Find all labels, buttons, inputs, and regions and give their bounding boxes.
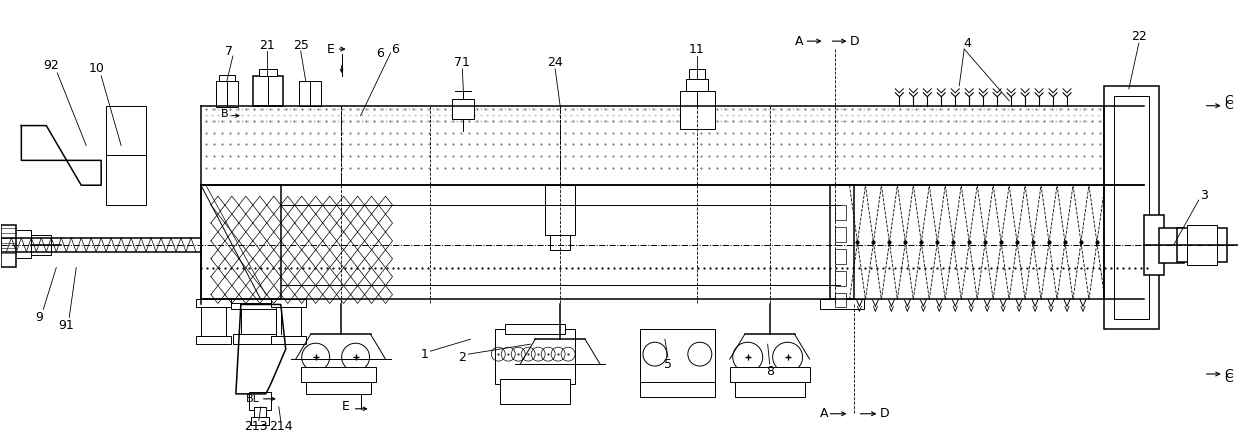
Bar bbox=[254, 407, 266, 417]
Text: 7: 7 bbox=[224, 45, 233, 57]
Bar bbox=[496, 329, 575, 384]
Bar bbox=[1144, 215, 1163, 275]
Bar bbox=[219, 75, 235, 81]
Bar bbox=[835, 227, 846, 242]
Text: C: C bbox=[1224, 372, 1233, 385]
Bar bbox=[819, 300, 865, 309]
Bar bbox=[271, 300, 306, 307]
Bar bbox=[301, 367, 375, 382]
Bar bbox=[1158, 228, 1183, 263]
Text: 214: 214 bbox=[269, 420, 292, 433]
Bar bbox=[835, 205, 846, 220]
Bar bbox=[1114, 96, 1149, 319]
Text: 213: 213 bbox=[244, 420, 268, 433]
Bar bbox=[253, 76, 282, 106]
Text: 4: 4 bbox=[963, 37, 971, 49]
Text: 25: 25 bbox=[292, 39, 309, 52]
Bar bbox=[31, 235, 51, 255]
Bar bbox=[835, 249, 846, 264]
Bar bbox=[1, 230, 31, 258]
Bar bbox=[230, 304, 291, 309]
Text: 6: 6 bbox=[392, 42, 399, 56]
Text: A: A bbox=[795, 35, 804, 48]
Bar bbox=[680, 91, 715, 129]
Text: A: A bbox=[820, 407, 829, 420]
Text: 2: 2 bbox=[458, 350, 466, 364]
Bar bbox=[452, 99, 475, 119]
Polygon shape bbox=[21, 126, 102, 185]
Bar bbox=[216, 81, 238, 107]
Bar bbox=[735, 382, 804, 397]
Bar bbox=[201, 185, 281, 300]
Text: D: D bbox=[850, 35, 860, 48]
Bar bbox=[259, 69, 276, 76]
Bar bbox=[835, 293, 846, 307]
Bar bbox=[233, 334, 289, 344]
Bar bbox=[641, 329, 715, 384]
Text: 1: 1 bbox=[420, 348, 429, 360]
Bar bbox=[1104, 86, 1158, 329]
Bar bbox=[196, 300, 230, 307]
Text: 21: 21 bbox=[259, 39, 275, 52]
Text: B: B bbox=[221, 109, 229, 119]
Bar bbox=[276, 300, 301, 344]
Text: 71: 71 bbox=[455, 57, 471, 70]
Bar bbox=[1177, 228, 1227, 262]
Bar bbox=[271, 336, 306, 344]
Bar bbox=[249, 392, 271, 410]
Bar bbox=[686, 79, 707, 91]
Text: 6: 6 bbox=[377, 46, 384, 60]
Text: C: C bbox=[1224, 99, 1233, 112]
Text: 8: 8 bbox=[766, 364, 773, 378]
Bar bbox=[835, 271, 846, 286]
Bar bbox=[641, 382, 715, 397]
Bar bbox=[306, 382, 370, 394]
Text: 91: 91 bbox=[58, 319, 74, 332]
Bar bbox=[299, 81, 321, 106]
Text: 92: 92 bbox=[43, 60, 59, 72]
Text: 5: 5 bbox=[664, 357, 672, 371]
Text: 9: 9 bbox=[36, 311, 43, 324]
Bar bbox=[107, 106, 146, 205]
Text: C: C bbox=[1224, 367, 1233, 381]
Bar bbox=[250, 417, 269, 425]
Text: 24: 24 bbox=[548, 57, 563, 70]
Bar bbox=[501, 379, 570, 404]
Bar bbox=[201, 300, 225, 344]
Text: 11: 11 bbox=[689, 42, 705, 56]
Bar bbox=[1, 225, 16, 267]
Text: C: C bbox=[1224, 94, 1233, 107]
Text: 3: 3 bbox=[1199, 189, 1208, 201]
Bar bbox=[730, 367, 809, 382]
Bar bbox=[545, 185, 575, 235]
Bar bbox=[196, 336, 230, 344]
Text: 22: 22 bbox=[1131, 30, 1147, 42]
Text: BL: BL bbox=[245, 394, 260, 404]
Text: E: E bbox=[342, 400, 349, 413]
Text: D: D bbox=[880, 407, 890, 420]
Text: 10: 10 bbox=[88, 63, 104, 75]
Bar bbox=[830, 185, 855, 300]
Text: E: E bbox=[327, 42, 335, 56]
Bar bbox=[550, 235, 570, 250]
Bar bbox=[1187, 225, 1217, 265]
Bar bbox=[506, 324, 565, 334]
Bar bbox=[689, 69, 705, 79]
